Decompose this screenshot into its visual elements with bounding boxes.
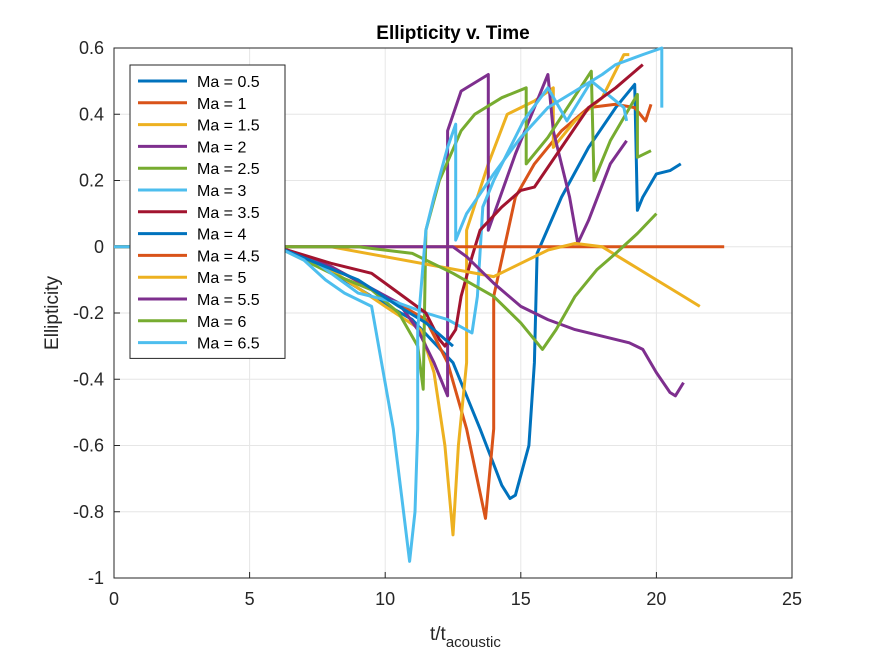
y-tick-label: 0 — [94, 237, 104, 257]
series-line — [114, 79, 629, 335]
chart-title: Ellipticity v. Time — [376, 23, 529, 44]
x-tick-label: 0 — [109, 589, 119, 609]
series-line — [114, 53, 630, 537]
x-tick-label: 15 — [511, 589, 531, 609]
y-tick-label: -0.8 — [73, 502, 104, 522]
legend-label: Ma = 5.5 — [197, 292, 260, 309]
legend-label: Ma = 6.5 — [197, 336, 260, 353]
legend-label: Ma = 1 — [197, 96, 246, 113]
legend-label: Ma = 2 — [197, 139, 246, 156]
legend-label: Ma = 6 — [197, 314, 246, 331]
legend-label: Ma = 3.5 — [197, 205, 260, 222]
legend-label: Ma = 0.5 — [197, 74, 260, 91]
legend-label: Ma = 3 — [197, 183, 246, 200]
legend-label: Ma = 4 — [197, 227, 246, 244]
y-tick-label: -0.6 — [73, 436, 104, 456]
x-tick-label: 25 — [782, 589, 802, 609]
y-tick-label: -1 — [88, 568, 104, 588]
series-line — [114, 245, 685, 398]
legend: Ma = 0.5 Ma = 1 Ma = 1.5 Ma = 2 Ma = 2.5 Ma =… — [129, 64, 286, 359]
x-axis-label-main: t/t — [430, 624, 447, 645]
series-line — [114, 212, 658, 351]
y-tick-label: 0.2 — [79, 171, 104, 191]
x-tick-label: 10 — [375, 589, 395, 609]
legend-label: Ma = 2.5 — [197, 161, 260, 178]
legend-label: Ma = 5 — [197, 270, 246, 287]
axis-ticks: 0 5 10 15 20 25 -1 -0.8 -0.6 -0.4 -0.2 0 0.2 0.4 0.6 — [73, 38, 802, 609]
y-tick-label: -0.4 — [73, 369, 104, 389]
x-axis-label: t/tacoustic — [430, 624, 501, 651]
y-axis-label: Ellipticity — [42, 276, 63, 350]
x-axis-label-subscript: acoustic — [446, 634, 502, 651]
x-tick-label: 20 — [646, 589, 666, 609]
y-tick-label: 0.6 — [79, 38, 104, 58]
x-tick-label: 5 — [245, 589, 255, 609]
y-tick-label: -0.2 — [73, 303, 104, 323]
series-line — [114, 69, 652, 391]
series-line — [114, 63, 644, 348]
y-tick-label: 0.4 — [79, 104, 104, 124]
legend-label: Ma = 1.5 — [197, 118, 260, 135]
legend-label: Ma = 4.5 — [197, 248, 260, 265]
series-line — [114, 46, 664, 563]
